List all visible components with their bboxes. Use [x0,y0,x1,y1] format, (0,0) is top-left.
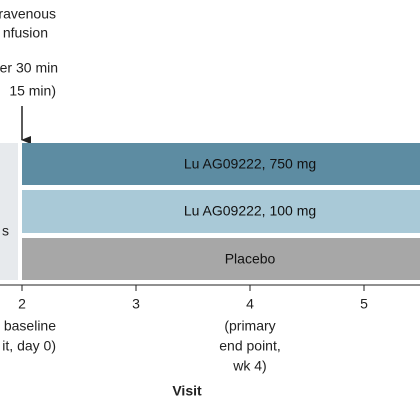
tick-label: 2 [18,296,26,312]
arm-label: Lu AG09222, 100 mg [184,203,316,219]
arm-label: Placebo [225,251,276,267]
annotation-line: nfusion [3,25,48,41]
tick-label: 5 [360,296,368,312]
tick-note: (primary [224,318,275,334]
tick-label: 4 [246,296,254,312]
tick-label: 3 [132,296,140,312]
arm-label: Lu AG09222, 750 mg [184,156,316,172]
arm-bar [22,190,420,233]
left-box-label: s [2,223,9,239]
tick-note: baseline [4,318,56,334]
annotation-line: er 30 min [0,60,58,76]
axis-title: Visit [172,383,202,399]
annotation-line: 15 min) [9,83,56,99]
arm-bar [22,143,420,185]
tick-note: it, day 0) [2,338,56,354]
tick-note: wk 4) [232,358,266,374]
tick-note: end point, [219,338,281,354]
left-box [0,143,18,280]
arm-bar [22,238,420,280]
annotation-line: ravenous [0,6,56,22]
